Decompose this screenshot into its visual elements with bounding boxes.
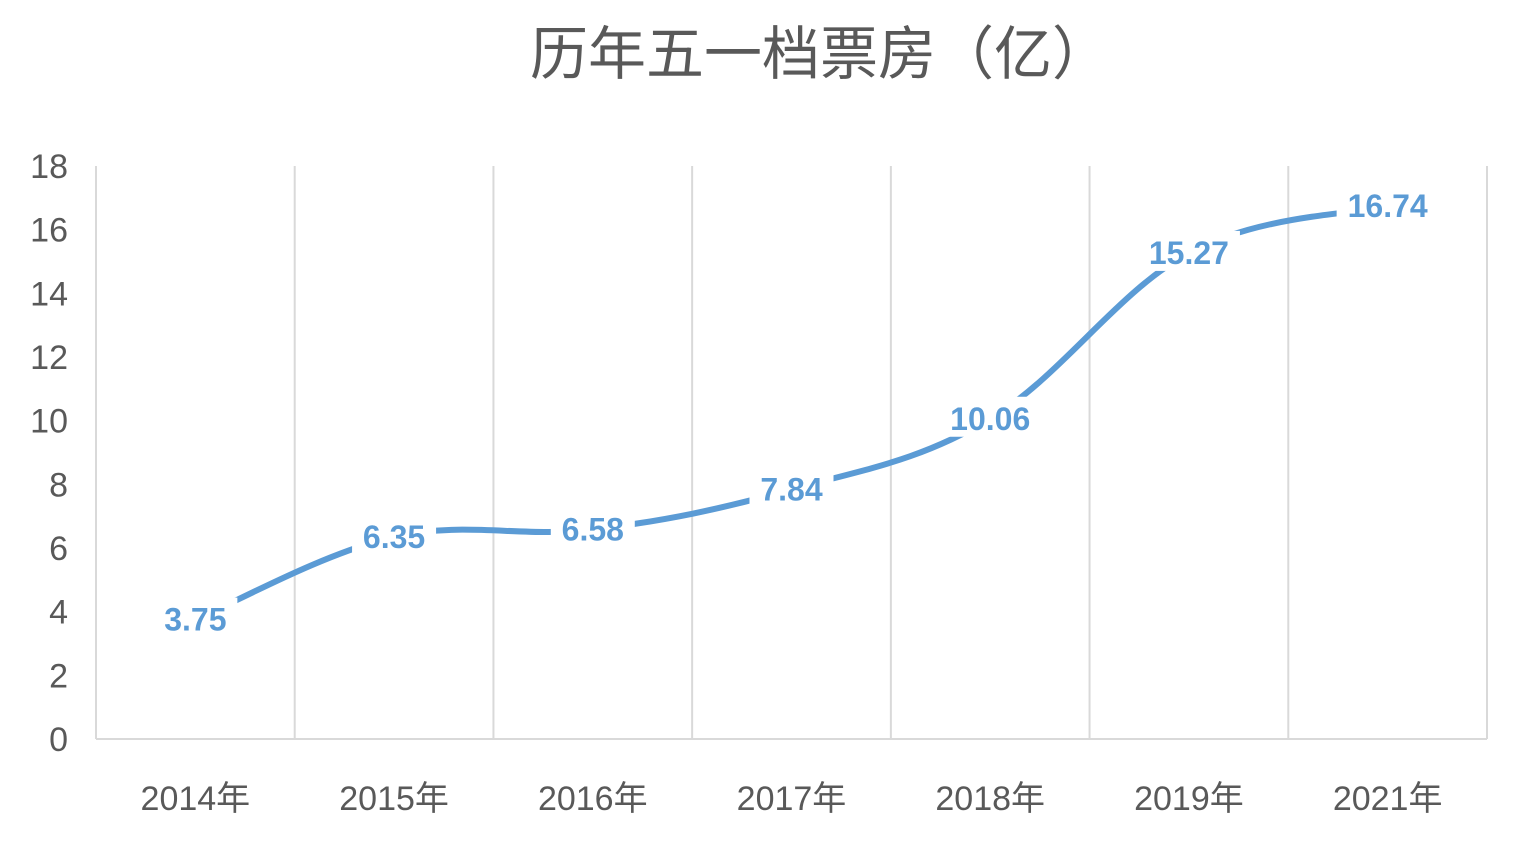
y-tick-label: 6: [49, 530, 68, 568]
y-tick-label: 2: [49, 657, 68, 695]
data-label: 16.74: [1348, 188, 1428, 224]
x-tick-label: 2021年: [1333, 780, 1443, 818]
x-tick-label: 2017年: [737, 780, 847, 818]
data-label-background: [153, 597, 238, 638]
data-label: 10.06: [950, 401, 1030, 437]
grid-layer: [95, 166, 1488, 739]
axis-layer: 0 2 4 6 8 10 12 14 16 18 2014年 2015年 2016年 2017年 2018年…: [30, 148, 1487, 818]
y-tick-label: 16: [30, 212, 68, 250]
x-tick-label: 2015年: [339, 780, 449, 818]
x-tick-label: 2016年: [538, 780, 648, 818]
chart-title: 历年五一档票房（亿）: [530, 20, 1110, 88]
data-label: 6.35: [363, 519, 425, 555]
data-label: 3.75: [164, 602, 226, 638]
y-tick-label: 8: [49, 466, 68, 504]
y-tick-label: 12: [30, 339, 68, 377]
data-label-background: [1137, 230, 1240, 271]
y-tick-label: 18: [30, 148, 68, 186]
data-label-background: [550, 507, 635, 548]
x-tick-label: 2019年: [1134, 780, 1244, 818]
data-label-background: [352, 514, 437, 555]
data-label-background: [1336, 184, 1439, 225]
data-label: 7.84: [760, 471, 822, 507]
x-tick-label: 2018年: [935, 780, 1045, 818]
y-tick-label: 14: [30, 275, 68, 313]
data-label-background: [939, 396, 1042, 437]
y-tick-label: 10: [30, 403, 68, 441]
y-tick-label: 0: [49, 721, 68, 759]
data-label: 6.58: [562, 512, 624, 548]
data-label-layer: 3.75 6.35 6.58 7.84 10.06 15.27 16.74: [153, 184, 1439, 638]
data-label: 15.27: [1149, 235, 1229, 271]
data-label-background: [749, 467, 834, 508]
y-tick-label: 4: [49, 594, 68, 632]
x-tick-label: 2014年: [141, 780, 251, 818]
